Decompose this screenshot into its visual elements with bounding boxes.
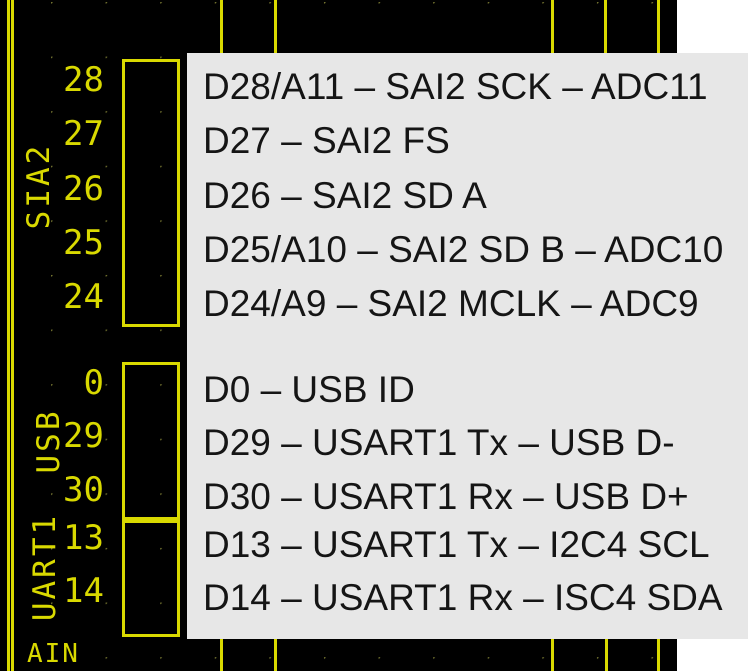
wire-stub-bottom	[657, 639, 660, 671]
pin-number-25: 25	[63, 223, 104, 263]
connector-body-uart1	[122, 520, 180, 637]
sheet-border-line-inner	[11, 0, 14, 671]
group-label-usb: USB	[31, 408, 67, 474]
pin-description-d14: D14 – USART1 Rx – ISC4 SDA	[203, 577, 723, 618]
pin-description-d25: D25/A10 – SAI2 SD B – ADC10	[203, 229, 724, 270]
wire-stub-top	[274, 0, 277, 53]
pin-description-d0: D0 – USB ID	[203, 369, 415, 410]
pin-number-24: 24	[63, 277, 104, 317]
wire-stub-bottom	[274, 639, 277, 671]
pin-number-14: 14	[63, 571, 104, 611]
annotation-panel: D28/A11 – SAI2 SCK – ADC11 D27 – SAI2 FS…	[187, 53, 748, 639]
pin-number-26: 26	[63, 169, 104, 209]
pin-number-0: 0	[83, 363, 104, 403]
group-label-uart1: UART1	[27, 512, 63, 622]
pin-description-d29: D29 – USART1 Tx – USB D-	[203, 422, 675, 463]
wire-stub-bottom	[220, 639, 223, 671]
wire-stub-top	[657, 0, 660, 53]
sheet-border-line-outer	[7, 0, 10, 671]
pin-description-d26: D26 – SAI2 SD A	[203, 175, 487, 216]
pin-number-29: 29	[63, 416, 104, 456]
wire-stub-bottom	[605, 639, 608, 671]
connector-body-usb	[122, 362, 180, 520]
pin-description-d30: D30 – USART1 Rx – USB D+	[203, 476, 689, 517]
pin-description-d27: D27 – SAI2 FS	[203, 120, 450, 161]
pin-number-27: 27	[63, 114, 104, 154]
wire-stub-bottom	[551, 639, 554, 671]
pin-number-28: 28	[63, 60, 104, 100]
connector-body-sai2	[122, 59, 180, 327]
group-label-ain: AIN	[27, 639, 80, 669]
pin-number-30: 30	[63, 470, 104, 510]
pin-number-13: 13	[63, 518, 104, 558]
pin-description-d13: D13 – USART1 Tx – I2C4 SCL	[203, 524, 710, 565]
wire-stub-top	[604, 0, 607, 53]
pin-description-d24: D24/A9 – SAI2 MCLK – ADC9	[203, 283, 699, 324]
wire-stub-top	[551, 0, 554, 53]
wire-stub-top	[220, 0, 223, 53]
group-label-sai2: SIA2	[21, 142, 57, 230]
pin-description-d28: D28/A11 – SAI2 SCK – ADC11	[203, 66, 708, 107]
